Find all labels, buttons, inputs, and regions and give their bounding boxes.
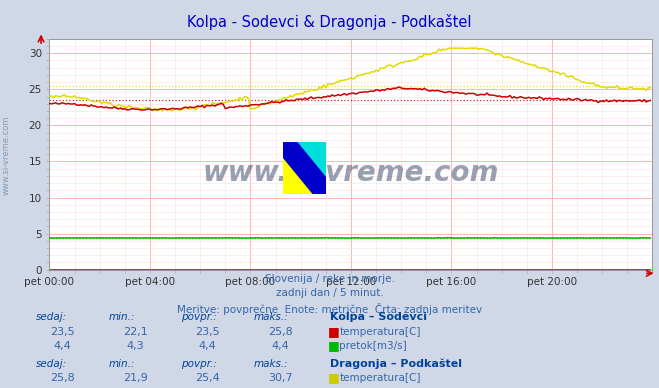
Text: 21,9: 21,9: [123, 373, 148, 383]
Text: sedaj:: sedaj:: [36, 312, 67, 322]
Text: 30,7: 30,7: [268, 373, 293, 383]
Text: maks.:: maks.:: [254, 312, 289, 322]
Text: 4,4: 4,4: [272, 341, 289, 351]
Text: pretok[m3/s]: pretok[m3/s]: [339, 341, 407, 351]
Text: zadnji dan / 5 minut.: zadnji dan / 5 minut.: [275, 288, 384, 298]
Text: Kolpa - Sodevci & Dragonja - Podkaštel: Kolpa - Sodevci & Dragonja - Podkaštel: [187, 14, 472, 29]
Text: www.si-vreme.com: www.si-vreme.com: [2, 116, 11, 195]
Text: 25,4: 25,4: [195, 373, 220, 383]
Polygon shape: [283, 142, 326, 194]
Text: temperatura[C]: temperatura[C]: [339, 373, 421, 383]
Text: 25,8: 25,8: [50, 373, 75, 383]
Text: min.:: min.:: [109, 312, 135, 322]
Text: 22,1: 22,1: [123, 327, 148, 337]
Text: 25,8: 25,8: [268, 327, 293, 337]
Text: 23,5: 23,5: [50, 327, 75, 337]
Text: maks.:: maks.:: [254, 359, 289, 369]
Text: min.:: min.:: [109, 359, 135, 369]
Polygon shape: [283, 142, 326, 194]
Text: sedaj:: sedaj:: [36, 359, 67, 369]
Text: ■: ■: [328, 325, 340, 338]
Text: Kolpa – Sodevci: Kolpa – Sodevci: [330, 312, 426, 322]
Text: 23,5: 23,5: [195, 327, 220, 337]
Text: Slovenija / reke in morje.: Slovenija / reke in morje.: [264, 274, 395, 284]
Text: Dragonja – Podkaštel: Dragonja – Podkaštel: [330, 358, 461, 369]
Text: temperatura[C]: temperatura[C]: [339, 327, 421, 337]
Text: povpr.:: povpr.:: [181, 312, 217, 322]
Text: 4,4: 4,4: [54, 341, 71, 351]
Text: povpr.:: povpr.:: [181, 359, 217, 369]
Text: Meritve: povprečne  Enote: metrične  Črta: zadnja meritev: Meritve: povprečne Enote: metrične Črta:…: [177, 303, 482, 315]
Text: ■: ■: [328, 339, 340, 352]
Text: www.si-vreme.com: www.si-vreme.com: [203, 159, 499, 187]
Polygon shape: [283, 142, 326, 194]
Text: 4,4: 4,4: [199, 341, 216, 351]
Text: ■: ■: [328, 386, 340, 388]
Text: 4,3: 4,3: [127, 341, 144, 351]
Text: ■: ■: [328, 371, 340, 385]
